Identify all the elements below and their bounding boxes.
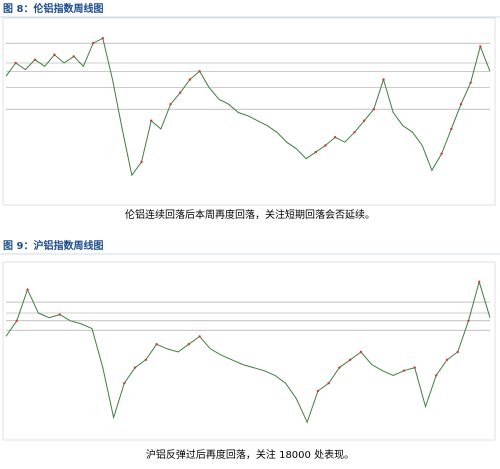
up-week bbox=[382, 78, 385, 81]
up-week bbox=[101, 37, 105, 40]
up-week bbox=[179, 91, 182, 94]
up-week bbox=[338, 366, 341, 369]
up-week bbox=[327, 382, 330, 385]
up-week bbox=[14, 61, 17, 65]
up-week bbox=[91, 42, 95, 45]
up-week bbox=[456, 350, 459, 354]
up-week bbox=[353, 131, 356, 134]
chart-frame bbox=[2, 17, 496, 206]
up-week bbox=[362, 119, 366, 122]
up-week bbox=[169, 103, 172, 106]
up-week bbox=[198, 335, 201, 338]
price-line bbox=[5, 279, 491, 424]
up-week bbox=[435, 374, 438, 377]
up-week bbox=[33, 58, 37, 61]
up-week bbox=[140, 160, 143, 164]
up-week bbox=[372, 108, 376, 111]
figure-caption: 沪铝反弹过后再度回落，关注 18000 处表现。 bbox=[146, 448, 354, 461]
up-week bbox=[324, 144, 327, 147]
up-week bbox=[155, 343, 158, 346]
up-week bbox=[469, 81, 472, 85]
up-week bbox=[316, 389, 320, 393]
up-week bbox=[467, 319, 470, 322]
up-week bbox=[440, 152, 443, 155]
up-week bbox=[187, 343, 191, 346]
up-week bbox=[333, 136, 337, 139]
up-week bbox=[53, 53, 56, 56]
up-week bbox=[72, 55, 75, 58]
up-week bbox=[133, 366, 137, 369]
up-week bbox=[15, 319, 18, 322]
up-week bbox=[144, 358, 148, 361]
up-week bbox=[450, 127, 453, 131]
up-week bbox=[58, 313, 61, 316]
up-week bbox=[445, 358, 449, 361]
up-week bbox=[123, 382, 126, 385]
up-week bbox=[188, 78, 192, 81]
up-week bbox=[413, 366, 416, 369]
figure-caption: 伦铝连续回落后本周再度回落，关注短期回落会否延续。 bbox=[125, 208, 375, 221]
figure-title: 图 8：伦铝指数周线图 bbox=[3, 2, 103, 15]
price-line bbox=[5, 37, 491, 177]
up-week bbox=[479, 45, 482, 48]
up-week bbox=[402, 369, 406, 372]
chart-frame bbox=[2, 261, 496, 441]
up-week bbox=[198, 70, 201, 73]
figure-title: 图 9：沪铝指数周线图 bbox=[3, 239, 103, 252]
up-week bbox=[359, 350, 363, 354]
up-week bbox=[348, 358, 352, 361]
up-week bbox=[478, 280, 481, 283]
up-week bbox=[459, 103, 463, 106]
up-week bbox=[314, 150, 317, 154]
up-week bbox=[150, 119, 153, 122]
up-week bbox=[26, 288, 29, 291]
